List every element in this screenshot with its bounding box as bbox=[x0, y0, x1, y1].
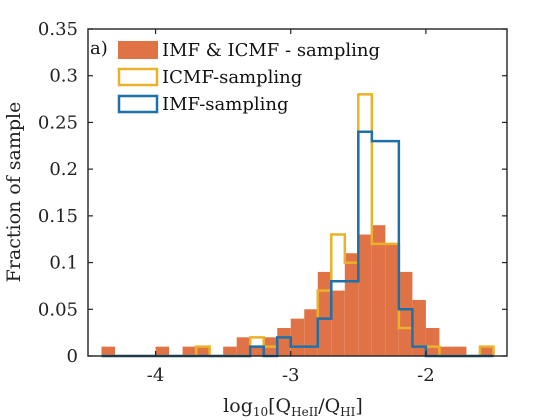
x-axis-label-base: 10 bbox=[253, 405, 268, 419]
histogram-bar-0-4 bbox=[155, 346, 170, 356]
x-tick-label: -3 bbox=[282, 365, 300, 386]
histogram-bar-0-20 bbox=[371, 225, 386, 356]
histogram-bar-0-18 bbox=[344, 253, 359, 356]
axes-frame bbox=[87, 28, 508, 357]
histogram-bar-0-21 bbox=[385, 243, 399, 356]
x-axis-label-slash: /Q bbox=[318, 395, 340, 417]
histogram-bar-0-28 bbox=[479, 346, 494, 356]
x-axis-label-log: log bbox=[223, 395, 253, 417]
y-tick-label: 0.05 bbox=[38, 299, 78, 320]
histogram-bar-0-15 bbox=[304, 309, 318, 356]
y-tick-label: 0.25 bbox=[38, 112, 78, 133]
y-tick-label: 0 bbox=[67, 346, 78, 367]
x-axis-label: log10[QHeII/QHI] bbox=[223, 395, 363, 419]
x-axis-label-heii: HeII bbox=[291, 405, 318, 419]
y-tick-label: 0.3 bbox=[49, 66, 78, 87]
y-axis-label: Fraction of sample bbox=[3, 102, 25, 283]
histogram-bar-0-17 bbox=[331, 290, 345, 356]
x-tick-label: -4 bbox=[147, 365, 165, 386]
histogram-bar-0-25 bbox=[439, 346, 453, 356]
panel-label: a) bbox=[90, 38, 108, 59]
plot-area bbox=[101, 93, 495, 358]
histogram-bar-0-19 bbox=[358, 234, 372, 356]
histogram-outline-1 bbox=[101, 93, 495, 358]
histogram-bar-0-13 bbox=[277, 327, 291, 356]
legend-swatch-2 bbox=[117, 94, 159, 114]
histogram-bar-0-11 bbox=[250, 346, 264, 356]
histogram-bar-0-6 bbox=[182, 346, 197, 356]
legend-swatch-1 bbox=[117, 67, 159, 87]
legend-label: IMF-sampling bbox=[162, 94, 289, 115]
histogram-bar-0-16 bbox=[317, 271, 332, 356]
y-tick-label: 0.35 bbox=[38, 19, 78, 40]
x-tick-label: -2 bbox=[417, 365, 435, 386]
histogram-bar-0-9 bbox=[223, 346, 237, 356]
legend-swatch-0 bbox=[118, 41, 158, 59]
y-tick-label: 0.15 bbox=[38, 206, 78, 227]
legend-label: ICMF-sampling bbox=[162, 67, 302, 88]
histogram-bar-0-24 bbox=[425, 327, 440, 356]
y-tick-label: 0.2 bbox=[49, 159, 78, 180]
legend-label: IMF & ICMF - sampling bbox=[162, 40, 380, 61]
x-axis-label-bracket: [Q bbox=[268, 395, 291, 417]
histogram-bar-0-10 bbox=[236, 337, 251, 356]
histogram-bar-0-7 bbox=[196, 346, 210, 356]
y-tick-label: 0.1 bbox=[49, 253, 78, 274]
histogram-bar-0-23 bbox=[412, 299, 426, 356]
x-axis-label-hi: HI bbox=[340, 405, 355, 419]
histogram-bar-0-22 bbox=[398, 271, 413, 356]
histogram-bar-0-26 bbox=[452, 346, 467, 356]
x-axis-label-close: ] bbox=[355, 395, 362, 417]
histogram-bar-0-14 bbox=[290, 318, 305, 356]
legend: IMF & ICMF - sampling ICMF-sampling IMF-sa… bbox=[117, 40, 380, 115]
axes: 0 0.05 0.1 0.15 0.2 0.25 0.3 0.35 -4 -3 -2 bbox=[38, 19, 508, 386]
histogram-bar-0-0 bbox=[101, 346, 116, 356]
